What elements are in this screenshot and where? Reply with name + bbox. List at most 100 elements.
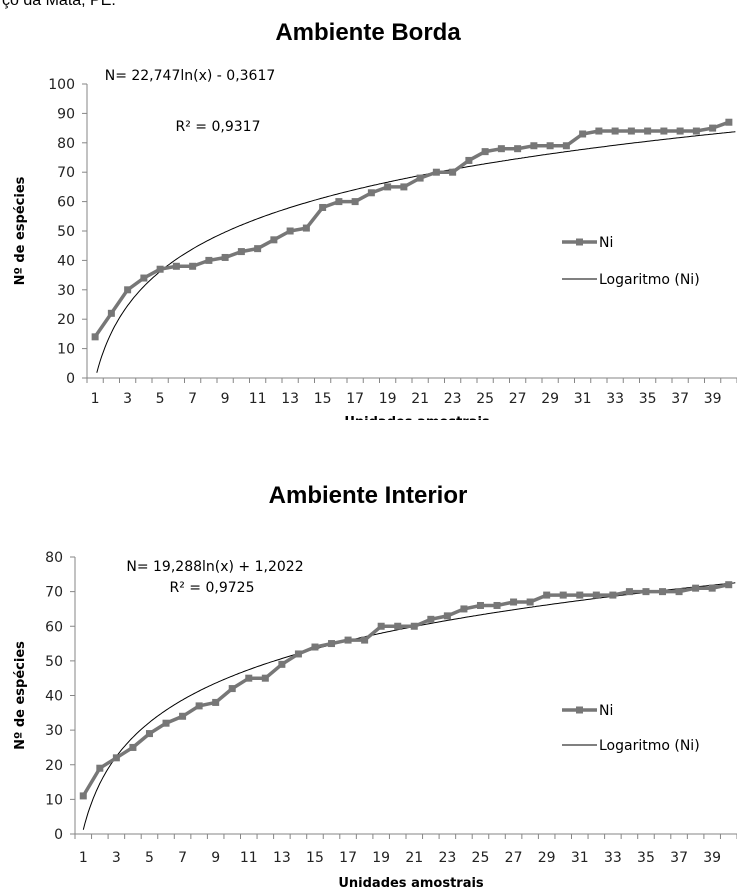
data-point <box>221 253 229 261</box>
data-point <box>460 605 468 613</box>
data-point <box>270 236 278 244</box>
y-tick-label: 90 <box>57 106 75 122</box>
data-point <box>124 286 132 294</box>
y-tick-label: 70 <box>45 585 63 601</box>
data-point <box>195 702 203 710</box>
data-point <box>112 754 120 762</box>
legend-label-ni: Ni <box>599 235 613 251</box>
data-point <box>245 674 253 682</box>
legend-marker-ni <box>576 706 583 714</box>
data-point <box>559 591 567 599</box>
x-tick-label: 25 <box>472 850 490 866</box>
trendline-r2: R² = 0,9317 <box>176 119 261 135</box>
x-tick-label: 37 <box>671 391 689 407</box>
data-point <box>179 712 187 720</box>
x-tick-label: 23 <box>438 850 456 866</box>
x-tick-label: 39 <box>704 391 722 407</box>
data-point <box>546 142 554 150</box>
x-tick-label: 9 <box>221 391 230 407</box>
data-point <box>675 588 683 596</box>
data-point <box>659 588 667 596</box>
y-tick-label: 0 <box>66 371 75 387</box>
y-tick-label: 20 <box>45 758 63 774</box>
y-tick-label: 30 <box>45 723 63 739</box>
data-point <box>725 581 733 589</box>
y-tick-label: 40 <box>57 253 75 269</box>
x-tick-label: 3 <box>112 850 121 866</box>
trendline-equation: N= 22,747ln(x) - 0,3617 <box>105 68 276 84</box>
x-tick-label: 11 <box>240 850 258 866</box>
data-point <box>129 743 137 751</box>
x-tick-label: 35 <box>637 850 655 866</box>
data-point <box>576 591 584 599</box>
data-point <box>189 262 197 270</box>
data-point <box>625 588 633 596</box>
x-tick-label: 31 <box>574 391 592 407</box>
series-trendline <box>82 582 736 830</box>
data-point <box>361 636 369 644</box>
x-tick-label: 5 <box>145 850 154 866</box>
data-point <box>410 622 418 630</box>
data-point <box>394 622 402 630</box>
x-axis-label: Unidades amostrais <box>338 876 484 887</box>
data-point <box>432 168 440 176</box>
data-point <box>278 660 286 668</box>
data-point <box>642 588 650 596</box>
data-point <box>497 145 505 153</box>
data-point <box>709 124 717 132</box>
y-tick-label: 30 <box>57 283 75 299</box>
data-point <box>595 127 603 135</box>
legend-marker-ni <box>576 238 583 246</box>
x-tick-label: 5 <box>156 391 165 407</box>
x-tick-label: 25 <box>476 391 494 407</box>
x-tick-label: 31 <box>571 850 589 866</box>
data-point <box>254 245 262 253</box>
y-tick-label: 80 <box>57 136 75 152</box>
x-axis-label: Unidades amostrais <box>344 415 490 420</box>
data-point <box>708 584 716 592</box>
data-point <box>377 622 385 630</box>
y-tick-label: 70 <box>57 165 75 181</box>
data-point <box>156 265 164 273</box>
data-point <box>481 148 489 156</box>
x-tick-label: 17 <box>339 850 357 866</box>
caption-fragment: ço da Mata, PE. <box>2 0 116 9</box>
data-point <box>476 601 484 609</box>
data-point <box>145 730 153 738</box>
data-point <box>676 127 684 135</box>
x-tick-label: 37 <box>670 850 688 866</box>
x-tick-label: 15 <box>314 391 332 407</box>
data-point <box>261 674 269 682</box>
y-tick-label: 10 <box>45 792 63 808</box>
chart-title: Ambiente Borda <box>275 19 461 46</box>
series-trendline <box>96 131 736 373</box>
y-tick-label: 60 <box>57 195 75 211</box>
x-tick-label: 33 <box>604 850 622 866</box>
y-tick-label: 80 <box>45 550 63 566</box>
x-tick-label: 33 <box>606 391 624 407</box>
data-point <box>91 333 99 341</box>
y-tick-label: 20 <box>57 312 75 328</box>
data-point <box>526 598 534 606</box>
data-point <box>79 792 87 800</box>
data-point <box>530 142 538 150</box>
data-point <box>660 127 668 135</box>
data-point <box>692 127 700 135</box>
x-tick-label: 27 <box>505 850 523 866</box>
data-point <box>335 198 343 206</box>
data-point <box>465 156 473 164</box>
x-tick-label: 11 <box>249 391 267 407</box>
x-tick-label: 1 <box>91 391 100 407</box>
y-tick-label: 50 <box>57 224 75 240</box>
y-tick-label: 60 <box>45 619 63 635</box>
data-point <box>514 145 522 153</box>
data-point <box>562 142 570 150</box>
x-tick-label: 7 <box>188 391 197 407</box>
x-tick-label: 21 <box>411 391 429 407</box>
data-point <box>319 203 327 211</box>
data-point <box>493 601 501 609</box>
x-tick-label: 29 <box>541 391 559 407</box>
